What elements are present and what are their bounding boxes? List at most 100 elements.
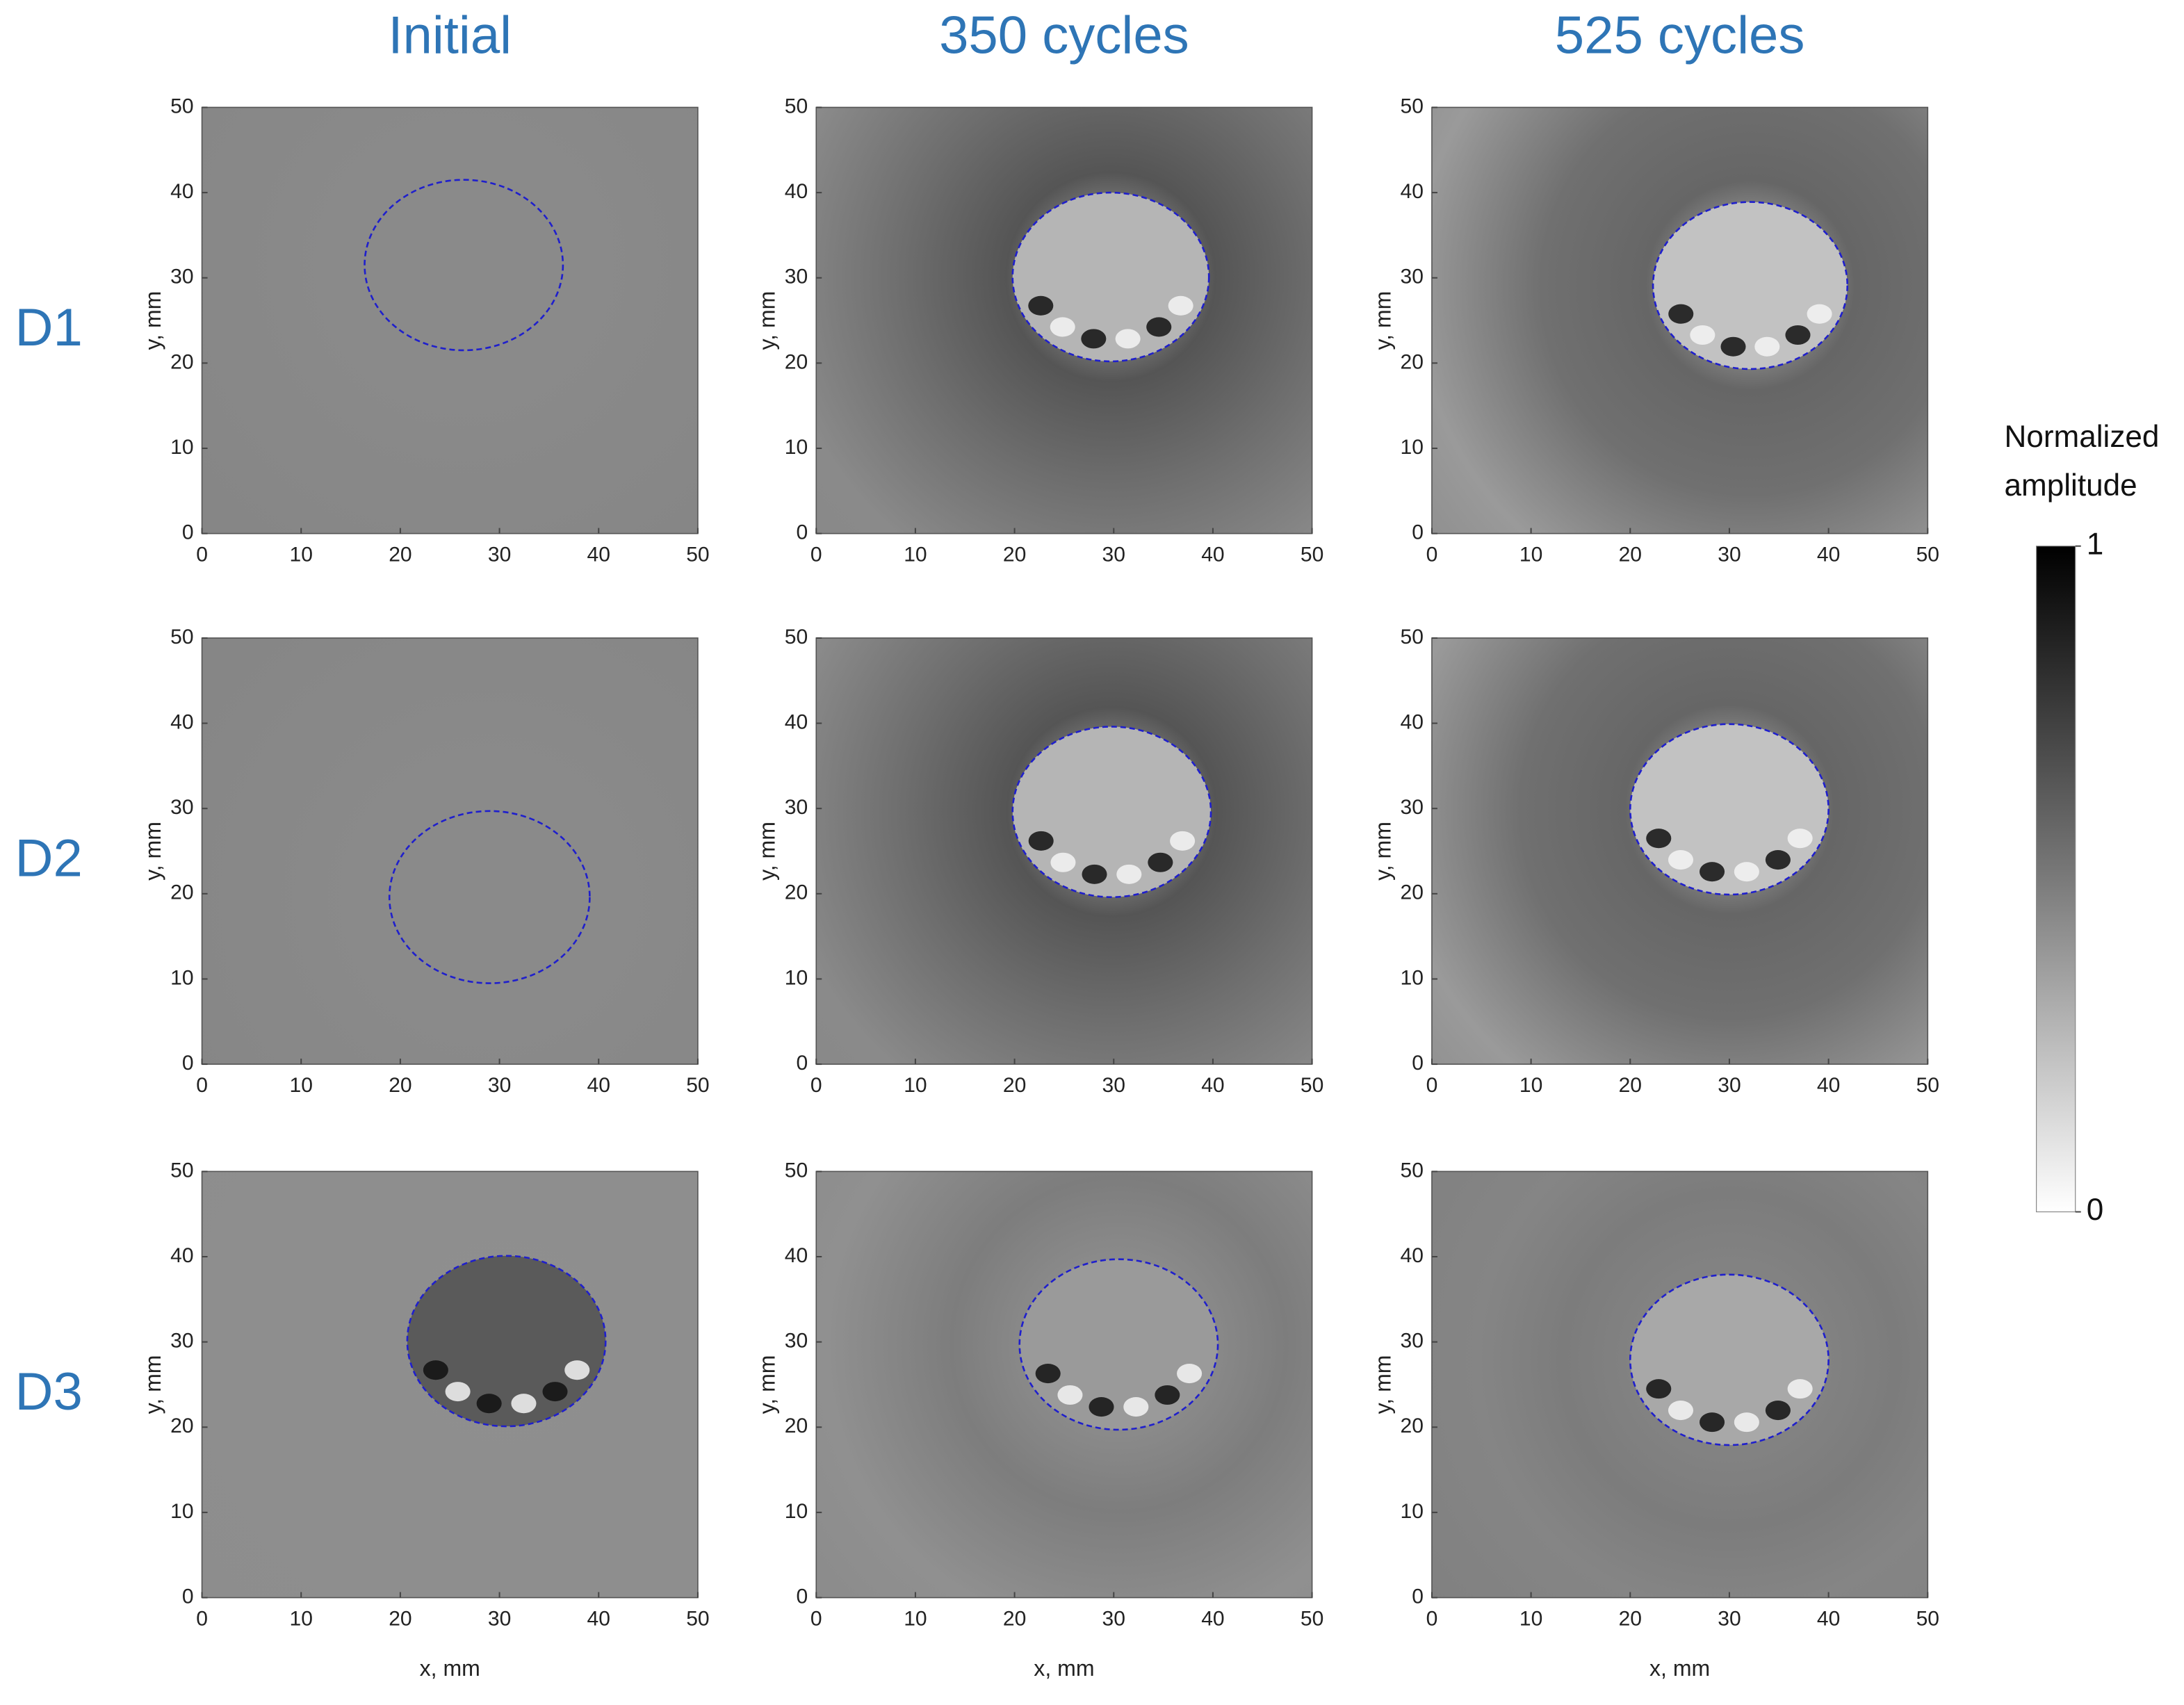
panel: 0 10 20 30 40 50 0 10 20 30 40 50 y, mm x, mm — [140, 1159, 710, 1681]
axes-frame — [815, 637, 1313, 1065]
x-tick-label: 30 — [488, 1074, 511, 1097]
texture-spot — [1082, 864, 1107, 884]
panel: 0 10 20 30 40 50 0 10 20 30 40 50 y, mm — [1370, 95, 1939, 566]
x-tick-label: 20 — [1003, 1608, 1026, 1631]
texture-spot — [1116, 864, 1142, 884]
row-label: D1 — [15, 298, 82, 357]
y-tick-label: 30 — [1400, 1330, 1423, 1353]
y-tick-label: 20 — [785, 1414, 808, 1437]
texture-spot — [542, 1382, 568, 1402]
y-tick-label: 20 — [170, 350, 193, 373]
texture-spot — [1057, 1385, 1083, 1405]
x-tick-label: 10 — [1519, 544, 1542, 566]
texture-spot — [1035, 1364, 1061, 1384]
y-tick-label: 50 — [1400, 95, 1423, 117]
panel: 0 10 20 30 40 50 0 10 20 30 40 50 y, mm — [1370, 626, 1939, 1097]
y-axis-label: y, mm — [1370, 1355, 1395, 1414]
x-tick-label: 40 — [1201, 544, 1224, 566]
texture-spot — [1115, 329, 1141, 349]
y-tick-label: 20 — [170, 881, 193, 904]
x-tick-label: 10 — [290, 1074, 313, 1097]
x-tick-label: 30 — [1102, 1608, 1125, 1631]
row-label: D2 — [15, 829, 82, 888]
texture-spot — [1668, 850, 1694, 870]
column-title: 525 cycles — [1555, 6, 1805, 65]
texture-spot — [511, 1394, 537, 1414]
x-tick-label: 40 — [1201, 1608, 1224, 1631]
texture-spot — [564, 1360, 590, 1380]
axes-frame — [815, 1170, 1313, 1599]
x-tick-label: 40 — [587, 1608, 610, 1631]
texture-spot — [1787, 1379, 1813, 1399]
x-tick-label: 0 — [810, 1608, 822, 1631]
x-tick-label: 30 — [1718, 544, 1741, 566]
texture-spot — [1170, 831, 1196, 851]
x-tick-label: 50 — [1916, 1608, 1939, 1631]
y-tick-label: 30 — [785, 266, 808, 288]
y-tick-label: 0 — [797, 1052, 808, 1075]
x-tick-label: 0 — [1426, 1074, 1438, 1097]
y-tick-label: 30 — [785, 1330, 808, 1353]
column-title: Initial — [388, 6, 512, 65]
y-axis-label: y, mm — [755, 822, 780, 881]
y-axis-label: y, mm — [755, 291, 780, 350]
texture-spot — [1177, 1364, 1203, 1384]
y-tick-label: 30 — [170, 1330, 193, 1353]
texture-spot — [1734, 862, 1759, 882]
y-tick-label: 30 — [785, 796, 808, 819]
y-axis-label: y, mm — [140, 1355, 165, 1414]
y-tick-label: 10 — [170, 1500, 193, 1523]
y-tick-label: 10 — [170, 436, 193, 459]
circle-outline — [1629, 723, 1829, 896]
y-axis-label: y, mm — [755, 1355, 780, 1414]
texture-spot — [1787, 829, 1813, 849]
x-axis-label: x, mm — [1034, 1656, 1094, 1681]
colorbar-tick-label: 1 — [2087, 527, 2104, 561]
texture-spot — [1123, 1397, 1149, 1417]
x-tick-label: 20 — [1619, 544, 1642, 566]
texture-spot — [1148, 852, 1173, 872]
panel: 0 10 20 30 40 50 0 10 20 30 40 50 y, mm x, mm — [755, 1159, 1324, 1681]
axes-frame — [1431, 637, 1929, 1065]
texture-spot — [1690, 325, 1716, 345]
texture-spot — [1765, 850, 1791, 870]
y-tick-label: 50 — [170, 95, 193, 117]
texture-spot — [1050, 317, 1075, 337]
texture-spot — [1028, 831, 1054, 851]
y-tick-label: 0 — [1412, 1052, 1424, 1075]
y-tick-label: 30 — [170, 266, 193, 288]
x-tick-label: 50 — [1916, 544, 1939, 566]
circle-region — [1630, 724, 1829, 895]
texture-spot — [1785, 325, 1811, 345]
y-tick-label: 20 — [1400, 350, 1423, 373]
y-tick-label: 50 — [1400, 1159, 1423, 1182]
y-tick-label: 30 — [170, 796, 193, 819]
y-tick-label: 0 — [182, 521, 194, 544]
texture-spot — [1646, 1379, 1672, 1399]
axes-frame — [1431, 1170, 1929, 1599]
y-tick-label: 0 — [797, 1585, 808, 1608]
y-tick-label: 50 — [785, 626, 808, 648]
axes-frame — [201, 1170, 699, 1599]
circle-outline — [1018, 1258, 1219, 1431]
y-axis-label: y, mm — [1370, 822, 1395, 881]
circle-outline — [406, 1255, 607, 1428]
panel: 0 10 20 30 40 50 0 10 20 30 40 50 y, mm — [755, 95, 1324, 566]
x-tick-label: 0 — [810, 1074, 822, 1097]
texture-spot — [1668, 304, 1694, 324]
y-tick-label: 0 — [1412, 521, 1424, 544]
x-tick-label: 10 — [904, 1074, 927, 1097]
y-tick-label: 30 — [1400, 796, 1423, 819]
texture-spot — [1028, 295, 1054, 316]
texture-spot — [423, 1360, 448, 1380]
y-tick-label: 10 — [1400, 966, 1423, 989]
texture-spot — [1754, 336, 1780, 357]
x-tick-label: 50 — [1301, 544, 1323, 566]
x-tick-label: 20 — [1003, 544, 1026, 566]
colorbar-label: Normalized — [2005, 420, 2160, 454]
panel: 0 10 20 30 40 50 0 10 20 30 40 50 y, mm — [140, 626, 710, 1097]
axes-frame — [1431, 106, 1929, 535]
circle-outline — [1652, 201, 1849, 370]
